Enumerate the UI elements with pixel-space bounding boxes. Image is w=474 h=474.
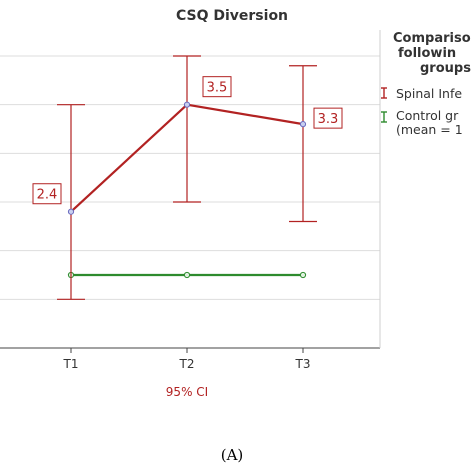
data-label-box xyxy=(202,76,232,98)
data-label-box xyxy=(313,107,343,129)
legend-title-line-1: Compariso xyxy=(393,31,471,46)
x-tick-label-t2: T2 xyxy=(179,357,195,371)
data-label-spinal-t2: 3.5 xyxy=(207,81,228,96)
legend: Compariso followin groups Spinal Infe Co… xyxy=(381,31,471,137)
point-control xyxy=(299,271,307,279)
x-tick-label-t1: T1 xyxy=(63,357,79,371)
figure-caption: (A) xyxy=(221,446,244,464)
data-label-box xyxy=(32,183,62,205)
data-label-spinal-t1: 2.4 xyxy=(37,188,58,203)
chart-title: CSQ Diversion xyxy=(176,8,288,24)
legend-entry-spinal[interactable]: Spinal Infe xyxy=(381,86,462,101)
data-label-spinal-t3: 3.3 xyxy=(318,112,339,127)
legend-label-spinal: Spinal Infe xyxy=(396,86,462,101)
legend-errorbar-icon-green xyxy=(381,111,387,123)
legend-label-control-line-2: (mean = 1 xyxy=(396,122,463,137)
x-axis-label: 95% CI xyxy=(166,385,208,399)
point-spinal xyxy=(67,208,75,215)
x-tick-label-t3: T3 xyxy=(295,357,311,371)
legend-title-line-3: groups xyxy=(420,61,471,76)
series-layer: 2.4 3.5 3.3 xyxy=(32,55,343,300)
point-spinal xyxy=(299,121,307,128)
point-spinal xyxy=(183,101,191,108)
legend-errorbar-icon-red xyxy=(381,87,387,99)
legend-title-line-2: followin xyxy=(398,46,456,61)
grid-lines xyxy=(0,55,380,300)
x-ticks: T1 T2 T3 xyxy=(63,348,311,371)
point-control xyxy=(183,271,191,279)
legend-entry-control[interactable]: Control gr (mean = 1 xyxy=(381,108,463,137)
legend-label-control-line-1: Control gr xyxy=(396,108,459,123)
